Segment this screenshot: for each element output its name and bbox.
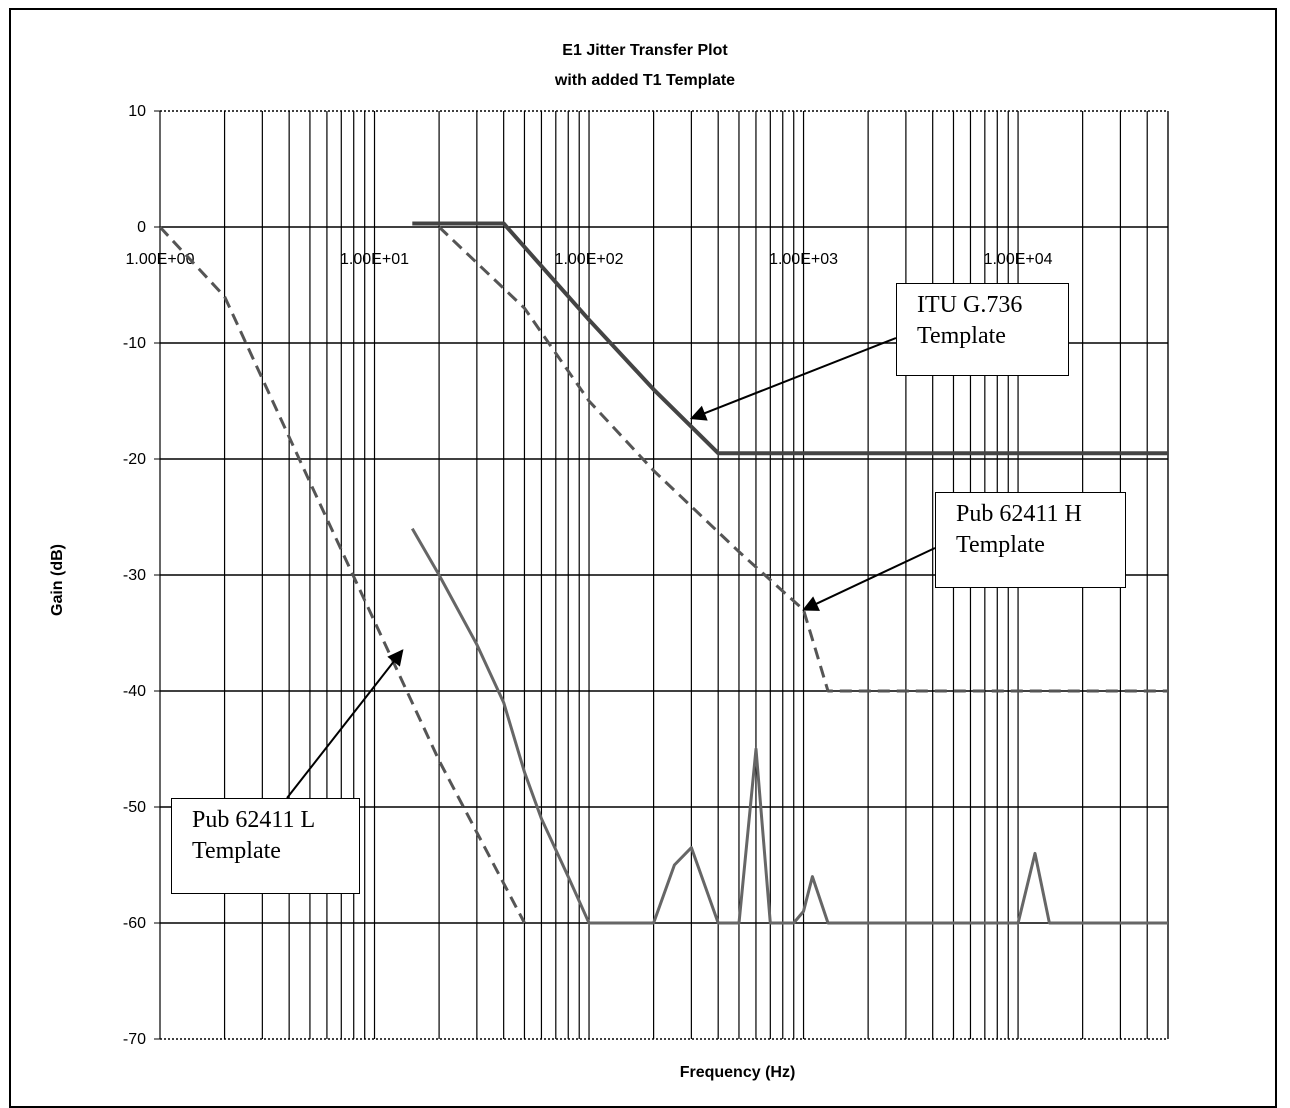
x-axis-label: Frequency (Hz) xyxy=(679,1064,796,1081)
arrow-pub-l xyxy=(286,649,404,799)
x-tick-label: 1.00E+03 xyxy=(769,251,838,268)
callout-pub-62411-h: Pub 62411 H Template xyxy=(935,492,1126,588)
x-tick-label: 1.00E+00 xyxy=(126,251,195,268)
chart-title: E1 Jitter Transfer Plot xyxy=(562,42,728,59)
y-tick-label: -30 xyxy=(123,567,146,584)
series-itu-template-line xyxy=(412,221,1168,456)
series-h-template-line xyxy=(438,225,1168,693)
arrow-itu xyxy=(689,337,897,421)
y-axis-label: Gain (dB) xyxy=(49,544,66,616)
y-tick-label: -40 xyxy=(123,683,146,700)
x-tick-label: 1.00E+04 xyxy=(984,251,1053,268)
y-tick-label: -60 xyxy=(123,915,146,932)
y-tick-label: -10 xyxy=(123,335,146,352)
y-tick-label: -70 xyxy=(123,1031,146,1048)
y-tick-label: -20 xyxy=(123,451,146,468)
callout-pub-62411-l: Pub 62411 L Template xyxy=(171,798,360,894)
y-tick-label: 10 xyxy=(128,103,146,120)
x-tick-label: 1.00E+01 xyxy=(340,251,409,268)
arrow-pub-h xyxy=(802,547,936,611)
x-tick-label: 1.00E+02 xyxy=(555,251,624,268)
callout-itu-g736: ITU G.736 Template xyxy=(896,283,1069,376)
chart-subtitle: with added T1 Template xyxy=(554,72,736,89)
series-measured-line xyxy=(411,527,1168,925)
y-tick-label: -50 xyxy=(123,799,146,816)
series-l-template-line xyxy=(158,225,526,924)
y-tick-label: 0 xyxy=(137,219,146,236)
